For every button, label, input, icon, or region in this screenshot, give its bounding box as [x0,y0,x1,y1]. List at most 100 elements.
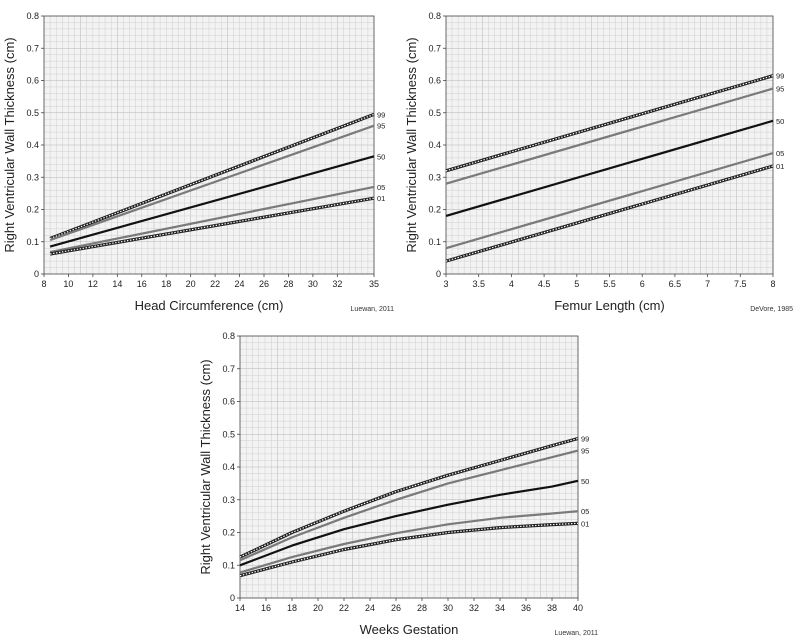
x-tick-label: 3 [443,279,448,289]
series-line-50 [239,479,579,567]
x-tick-label: 26 [259,279,269,289]
x-tick-label: 20 [186,279,196,289]
series-label-50: 50 [776,117,784,126]
source-credit: DeVore, 1985 [750,306,793,313]
y-tick-label: 0 [436,269,441,279]
series-label-95: 95 [581,447,589,456]
y-tick-label: 0.5 [26,108,39,118]
x-tick-label: 5 [574,279,579,289]
series-label-99: 99 [581,435,589,444]
x-tick-label: 28 [417,603,427,613]
series-label-95: 95 [377,122,385,131]
y-tick-label: 0.2 [222,528,235,538]
x-tick-label: 24 [235,279,245,289]
y-tick-label: 0.2 [26,205,39,215]
source-credit: Luewan, 2011 [351,306,395,313]
series-label-50: 50 [377,152,385,161]
x-tick-label: 4.5 [538,279,551,289]
y-tick-label: 0.1 [26,237,39,247]
series-label-01: 01 [377,194,385,203]
series-line-01-dots [239,522,579,577]
grid [44,16,374,274]
series-line-50 [49,155,375,248]
y-tick-label: 0.2 [428,205,441,215]
x-tick-label: 28 [283,279,293,289]
x-tick-label: 18 [161,279,171,289]
series-label-95: 95 [776,85,784,94]
series-label-05: 05 [581,507,589,516]
y-tick-label: 0.3 [428,172,441,182]
x-tick-label: 32 [469,603,479,613]
x-tick-label: 18 [287,603,297,613]
x-tick-label: 40 [573,603,583,613]
series-label-99: 99 [776,72,784,81]
x-tick-label: 6 [640,279,645,289]
y-tick-label: 0.3 [222,495,235,505]
x-axis-title: Femur Length (cm) [554,298,665,313]
series-label-01: 01 [776,162,784,171]
x-axis-title: Head Circumference (cm) [135,298,284,313]
series-line-99 [445,74,774,173]
x-tick-label: 30 [308,279,318,289]
x-tick-label: 20 [313,603,323,613]
x-tick-label: 22 [339,603,349,613]
y-tick-label: 0.8 [222,331,235,341]
source-credit: Luewan, 2011 [555,630,599,637]
x-tick-label: 6.5 [669,279,682,289]
series-line-05 [239,510,579,574]
chart-weeks-gestation: 0 0.1 0.2 0.3 0.4 0.5 0.6 0.7 0.8 14 16 18 20 22 24 26 2… [198,331,598,637]
chart-head-circumference: 0 0.1 0.2 0.3 0.4 0.5 0.6 0.7 0.8 8 10 12 14 16 18 20 22… [2,11,394,313]
series-line-01 [445,164,774,263]
x-tick-label: 24 [365,603,375,613]
x-tick-label: 16 [261,603,271,613]
y-tick-label: 0 [230,593,235,603]
x-tick-label: 4 [509,279,514,289]
x-axis-title: Weeks Gestation [360,622,459,637]
x-tick-label: 36 [521,603,531,613]
series-line-99-dots [49,113,375,240]
y-tick-label: 0.4 [222,462,235,472]
y-tick-label: 0.8 [428,11,441,21]
y-tick-label: 0.8 [26,11,39,21]
series-label-99: 99 [377,110,385,119]
y-tick-label: 0.7 [222,364,235,374]
series-label-50: 50 [581,477,589,486]
x-tick-label: 7 [705,279,710,289]
y-tick-label: 0 [34,269,39,279]
y-tick-label: 0.3 [26,172,39,182]
series-label-01: 01 [581,519,589,528]
series-line-05 [445,152,774,250]
y-axis-title: Right Ventricular Wall Thickness (cm) [198,359,213,574]
x-tick-label: 8 [770,279,775,289]
series-label-05: 05 [377,183,385,192]
x-tick-label: 16 [137,279,147,289]
series-line-95 [239,449,579,562]
y-tick-label: 0.1 [428,237,441,247]
y-tick-label: 0.1 [222,560,235,570]
y-axis-title: Right Ventricular Wall Thickness (cm) [404,37,419,252]
x-tick-label: 10 [63,279,73,289]
y-tick-label: 0.6 [222,397,235,407]
chart-femur-length: 0 0.1 0.2 0.3 0.4 0.5 0.6 0.7 0.8 3 3.5 4 4.5 5 5.5 6 6.… [404,11,793,313]
x-tick-label: 5.5 [603,279,616,289]
x-tick-label: 14 [235,603,245,613]
grid [446,16,773,274]
y-axis-title: Right Ventricular Wall Thickness (cm) [2,37,17,252]
y-tick-label: 0.4 [428,140,441,150]
x-tick-label: 8 [41,279,46,289]
x-tick-label: 30 [443,603,453,613]
y-tick-label: 0.6 [428,76,441,86]
series-line-95 [49,124,375,242]
y-tick-label: 0.6 [26,76,39,86]
x-tick-label: 34 [495,603,505,613]
series-label-05: 05 [776,149,784,158]
series-line-05 [49,185,375,254]
y-tick-label: 0.5 [428,108,441,118]
series-line-01-dots [49,197,375,255]
x-tick-label: 38 [547,603,557,613]
series-line-95 [445,87,774,185]
x-tick-label: 22 [210,279,220,289]
x-tick-label: 26 [391,603,401,613]
y-tick-label: 0.5 [222,429,235,439]
